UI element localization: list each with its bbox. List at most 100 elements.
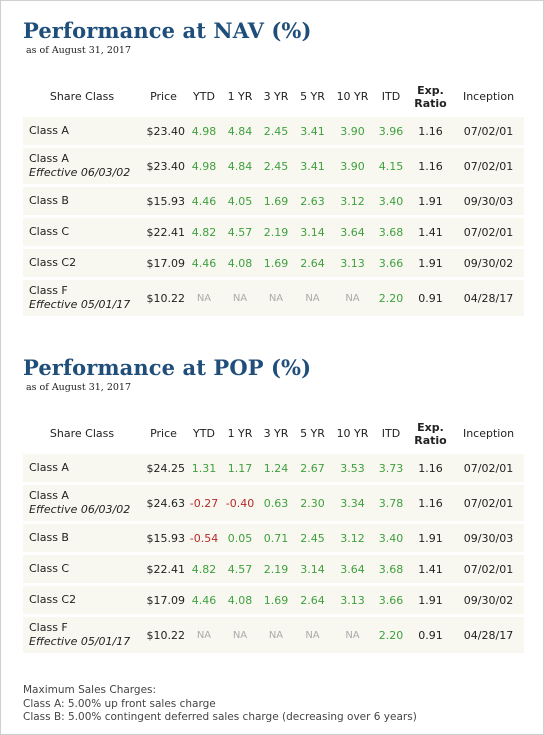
sales-charge-class-b: Class B: 5.00% contingent deferred sales… [23, 711, 417, 723]
pop-performance-section: Performance at POP (%) as of August 31, … [23, 355, 524, 655]
10yr-cell: NA [331, 616, 374, 655]
ytd-cell: NA [186, 616, 222, 655]
as-of-date: as of August 31, 2017 [26, 382, 132, 393]
1yr-cell: 0.05 [222, 523, 258, 554]
10yr-cell: 3.90 [331, 147, 374, 186]
1yr-header: 1 YR [227, 90, 253, 103]
10yr-cell: NA [331, 279, 374, 318]
exp-ratio-header: Exp. Ratio [414, 83, 447, 110]
1yr-cell: NA [222, 279, 258, 318]
1yr-cell: 4.08 [222, 585, 258, 616]
itd-cell: 3.78 [374, 484, 408, 523]
10yr-header: 10 YR [336, 427, 369, 440]
sales-charge-class-a: Class A: 5.00% up front sales charge [23, 697, 216, 710]
10yr-cell: 3.12 [331, 186, 374, 217]
exp-ratio-cell: 0.91 [408, 279, 453, 318]
5yr-header: 5 YR [300, 427, 325, 440]
sales-charges-heading: Maximum Sales Charges: [23, 684, 157, 696]
exp-ratio-cell: 1.16 [408, 453, 453, 484]
ytd-header: YTD [193, 427, 215, 440]
share-class-name: Class A [29, 489, 69, 502]
share-class-name: Class A [29, 124, 69, 137]
price-cell: $15.93 [141, 186, 186, 217]
exp-ratio-cell: 1.41 [408, 217, 453, 248]
share-class-name: Class A [29, 461, 69, 474]
10yr-cell: 3.34 [331, 484, 374, 523]
3yr-cell: 1.69 [258, 585, 294, 616]
ytd-cell: 4.46 [186, 585, 222, 616]
5yr-cell: 2.30 [294, 484, 331, 523]
3yr-cell: 2.45 [258, 147, 294, 186]
itd-cell: 2.20 [374, 616, 408, 655]
share-class-cell: Class F Effective 05/01/17 [23, 279, 141, 318]
share-class-cell: Class A [23, 453, 141, 484]
price-cell: $17.09 [141, 248, 186, 279]
1yr-header: 1 YR [227, 427, 253, 440]
5yr-header: 5 YR [300, 90, 325, 103]
10yr-cell: 3.13 [331, 585, 374, 616]
header-row: Share Class Price YTD 1 YR 3 YR 5 YR 10 YR ITD E… [23, 77, 524, 116]
table-row: Class F Effective 05/01/17 $10.22 NA NA NA NA N… [23, 279, 524, 318]
ytd-cell: 4.98 [186, 116, 222, 147]
share-class-name: Class C [29, 562, 70, 575]
1yr-cell: NA [222, 616, 258, 655]
as-of-date: as of August 31, 2017 [26, 45, 132, 56]
ytd-cell: 4.98 [186, 147, 222, 186]
share-class-cell: Class A Effective 06/03/02 [23, 147, 141, 186]
5yr-cell: 3.41 [294, 116, 331, 147]
exp-ratio-header: Exp. Ratio [414, 420, 447, 447]
header-row: Share Class Price YTD 1 YR 3 YR 5 YR 10 YR ITD E… [23, 414, 524, 453]
ytd-header: YTD [193, 90, 215, 103]
table-row: Class C $22.41 4.82 4.57 2.19 3.14 3.64 3.68 1.4… [23, 217, 524, 248]
exp-ratio-cell: 1.16 [408, 147, 453, 186]
inception-cell: 04/28/17 [453, 616, 524, 655]
table-row: Class B $15.93 -0.54 0.05 0.71 2.45 3.12 3.40 1.… [23, 523, 524, 554]
1yr-cell: 4.05 [222, 186, 258, 217]
inception-cell: 07/02/01 [453, 217, 524, 248]
table-row: Class B $15.93 4.46 4.05 1.69 2.63 3.12 3.40 1.9… [23, 186, 524, 217]
inception-cell: 07/02/01 [453, 147, 524, 186]
share-class-name: Class C [29, 225, 70, 238]
section-title: Performance at NAV (%) [23, 18, 312, 43]
10yr-cell: 3.64 [331, 217, 374, 248]
10yr-cell: 3.90 [331, 116, 374, 147]
itd-cell: 3.96 [374, 116, 408, 147]
exp-ratio-cell: 1.91 [408, 523, 453, 554]
3yr-cell: 1.69 [258, 186, 294, 217]
share-class-name: Class B [29, 194, 69, 207]
itd-cell: 2.20 [374, 279, 408, 318]
effective-date: Effective 06/03/02 [29, 166, 131, 179]
nav-performance-table: Share Class Price YTD 1 YR 3 YR 5 YR 10 YR ITD E… [23, 77, 524, 318]
pop-performance-table: Share Class Price YTD 1 YR 3 YR 5 YR 10 YR ITD E… [23, 414, 524, 655]
share-class-name: Class C2 [29, 593, 77, 606]
table-row: Class A Effective 06/03/02 $24.63 -0.27 -0.4… [23, 484, 524, 523]
share-class-name: Class C2 [29, 256, 77, 269]
exp-ratio-cell: 1.41 [408, 554, 453, 585]
10yr-cell: 3.53 [331, 453, 374, 484]
price-cell: $22.41 [141, 554, 186, 585]
itd-cell: 3.68 [374, 554, 408, 585]
table-row: Class C $22.41 4.82 4.57 2.19 3.14 3.64 3.68 1.4… [23, 554, 524, 585]
3yr-cell: 2.45 [258, 116, 294, 147]
3yr-cell: 2.19 [258, 554, 294, 585]
ytd-cell: 4.82 [186, 554, 222, 585]
1yr-cell: -0.40 [222, 484, 258, 523]
exp-ratio-cell: 1.16 [408, 484, 453, 523]
exp-ratio-cell: 1.91 [408, 186, 453, 217]
price-cell: $10.22 [141, 279, 186, 318]
1yr-cell: 1.17 [222, 453, 258, 484]
price-cell: $23.40 [141, 147, 186, 186]
share-class-cell: Class C2 [23, 248, 141, 279]
itd-cell: 3.40 [374, 186, 408, 217]
exp-ratio-cell: 0.91 [408, 616, 453, 655]
table-row: Class A $24.25 1.31 1.17 1.24 2.67 3.53 3.73 1.1… [23, 453, 524, 484]
itd-header: ITD [381, 427, 401, 440]
5yr-cell: NA [294, 279, 331, 318]
share-class-cell: Class B [23, 186, 141, 217]
1yr-cell: 4.57 [222, 554, 258, 585]
share-class-cell: Class C2 [23, 585, 141, 616]
ytd-cell: 4.46 [186, 186, 222, 217]
effective-date: Effective 05/01/17 [29, 298, 131, 311]
5yr-cell: 3.14 [294, 217, 331, 248]
price-cell: $17.09 [141, 585, 186, 616]
